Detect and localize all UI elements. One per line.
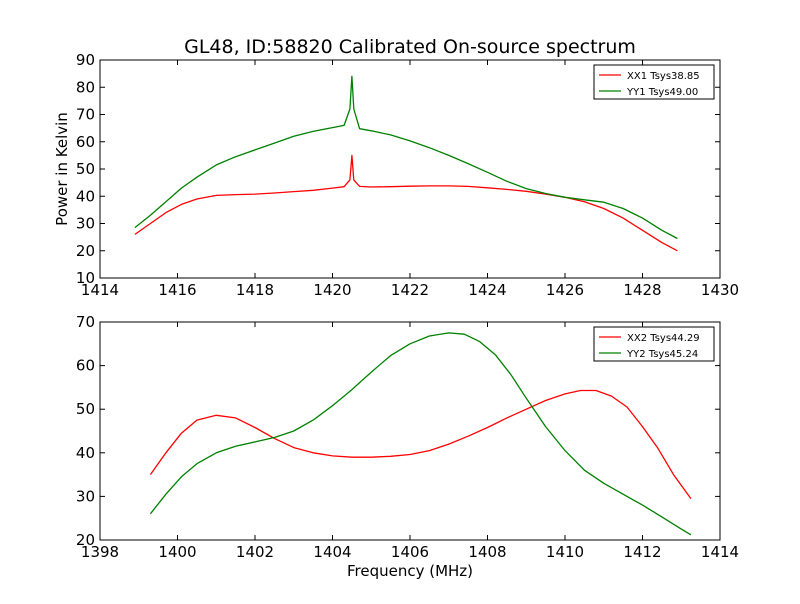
y-tick-label: 80 (76, 78, 95, 96)
x-tick-label: 1416 (158, 281, 196, 299)
x-tick-label: 1414 (701, 543, 739, 561)
legend-label: YY2 Tsys45.24 (626, 349, 698, 360)
y-tick-label: 50 (76, 160, 95, 178)
x-tick-label: 1404 (313, 543, 351, 561)
x-tick-label: 1410 (546, 543, 584, 561)
legend-frame (593, 64, 715, 100)
y-tick-label: 40 (76, 187, 95, 205)
legend-frame (593, 326, 715, 362)
y-tick-label: 20 (76, 242, 95, 260)
x-axis-label: Frequency (MHz) (347, 562, 473, 580)
y-tick-label: 60 (76, 133, 95, 151)
x-tick-label: 1424 (468, 281, 506, 299)
x-tick-label: 1418 (236, 281, 274, 299)
y-tick-label: 30 (76, 487, 95, 505)
x-tick-label: 1414 (81, 281, 119, 299)
x-tick-label: 1400 (158, 543, 196, 561)
y-tick-label: 70 (76, 106, 95, 124)
x-tick-label: 1408 (468, 543, 506, 561)
legend-label: XX1 Tsys38.85 (627, 71, 700, 82)
x-tick-label: 1398 (81, 543, 119, 561)
x-tick-label: 1426 (546, 281, 584, 299)
y-axis-label: Power in Kelvin (53, 112, 71, 226)
y-tick-label: 30 (76, 215, 95, 233)
y-tick-label: 10 (76, 269, 95, 287)
top-panel: 1414 1416 1418 1420 1422 1424 1426 1428 1430 10 20… (53, 51, 739, 299)
legend-label: XX2 Tsys44.29 (627, 333, 700, 344)
series-line-2-1 (149, 389, 692, 499)
y-tick-label: 90 (76, 51, 95, 69)
legend-label: YY1 Tsys49.00 (626, 87, 698, 98)
series-line-2-2 (149, 332, 692, 536)
y-tick-label: 60 (76, 357, 95, 375)
bottom-panel: 1398 1400 1402 1404 1406 1408 1410 1412 1414 20 30… (76, 313, 739, 580)
x-tick-label: 1422 (391, 281, 429, 299)
x-tick-label: 1406 (391, 543, 429, 561)
x-tick-label: 1402 (236, 543, 274, 561)
x-tick-label: 1430 (701, 281, 739, 299)
chart-title: GL48, ID:58820 Calibrated On-source spec… (184, 36, 636, 58)
series-line-1-2 (134, 75, 678, 240)
y-tick-label: 70 (76, 313, 95, 331)
x-tick-label: 1412 (623, 543, 661, 561)
legend: XX1 Tsys38.85 YY1 Tsys49.00 (593, 64, 715, 100)
y-tick-label: 50 (76, 400, 95, 418)
y-tick-label: 40 (76, 444, 95, 462)
x-tick-label: 1428 (623, 281, 661, 299)
x-tick-label: 1420 (313, 281, 351, 299)
y-tick-label: 20 (76, 531, 95, 549)
series-line-1-1 (134, 154, 678, 252)
legend: XX2 Tsys44.29 YY2 Tsys45.24 (593, 326, 715, 362)
